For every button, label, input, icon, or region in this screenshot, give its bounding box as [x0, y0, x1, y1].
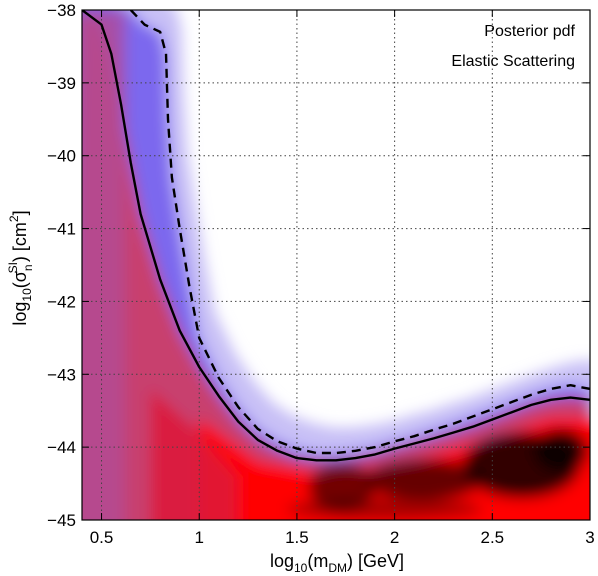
dark-core-0 [308, 463, 376, 512]
xtick-label-3: 2 [390, 528, 399, 547]
xtick-label-4: 2.5 [480, 528, 504, 547]
ytick-label-3: −42 [47, 292, 76, 311]
dark-core-4 [287, 498, 483, 520]
x-axis-label: log10(mDM) [GeV] [270, 551, 404, 575]
xtick-label-1: 1 [194, 528, 203, 547]
ytick-label-1: −44 [47, 438, 76, 457]
legend-posterior: Posterior pdf [484, 23, 575, 40]
contour-dashed [129, 10, 590, 455]
ytick-label-2: −43 [47, 365, 76, 384]
density-heatmap [82, 10, 590, 520]
y-axis-label: log10(σnSI) [cm2] [6, 210, 35, 325]
ytick-label-5: −40 [47, 147, 76, 166]
ytick-label-6: −39 [47, 74, 76, 93]
xtick-label-5: 3 [585, 528, 594, 547]
grid-lines [82, 10, 590, 520]
plot-frame [81, 9, 591, 521]
ytick-label-0: −45 [47, 511, 76, 530]
region-magenta [82, 10, 590, 520]
contour-lines [82, 10, 590, 462]
ytick-label-4: −41 [47, 220, 76, 239]
region-lowmass [82, 10, 125, 520]
heatmap-layers [82, 10, 590, 520]
region-red-low [150, 388, 239, 520]
ytick-label-7: −38 [47, 1, 76, 20]
axis-ticks: 0.5 1 1.5 2 2.5 3 −45 −44 −43 −42 −41 −40 −39 −38 [47, 1, 595, 547]
contour-solid [82, 10, 590, 462]
legend-elastic: Elastic Scattering [451, 53, 575, 70]
xtick-label-0: 0.5 [90, 528, 114, 547]
dark-core-3 [533, 428, 589, 473]
xtick-label-2: 1.5 [285, 528, 309, 547]
